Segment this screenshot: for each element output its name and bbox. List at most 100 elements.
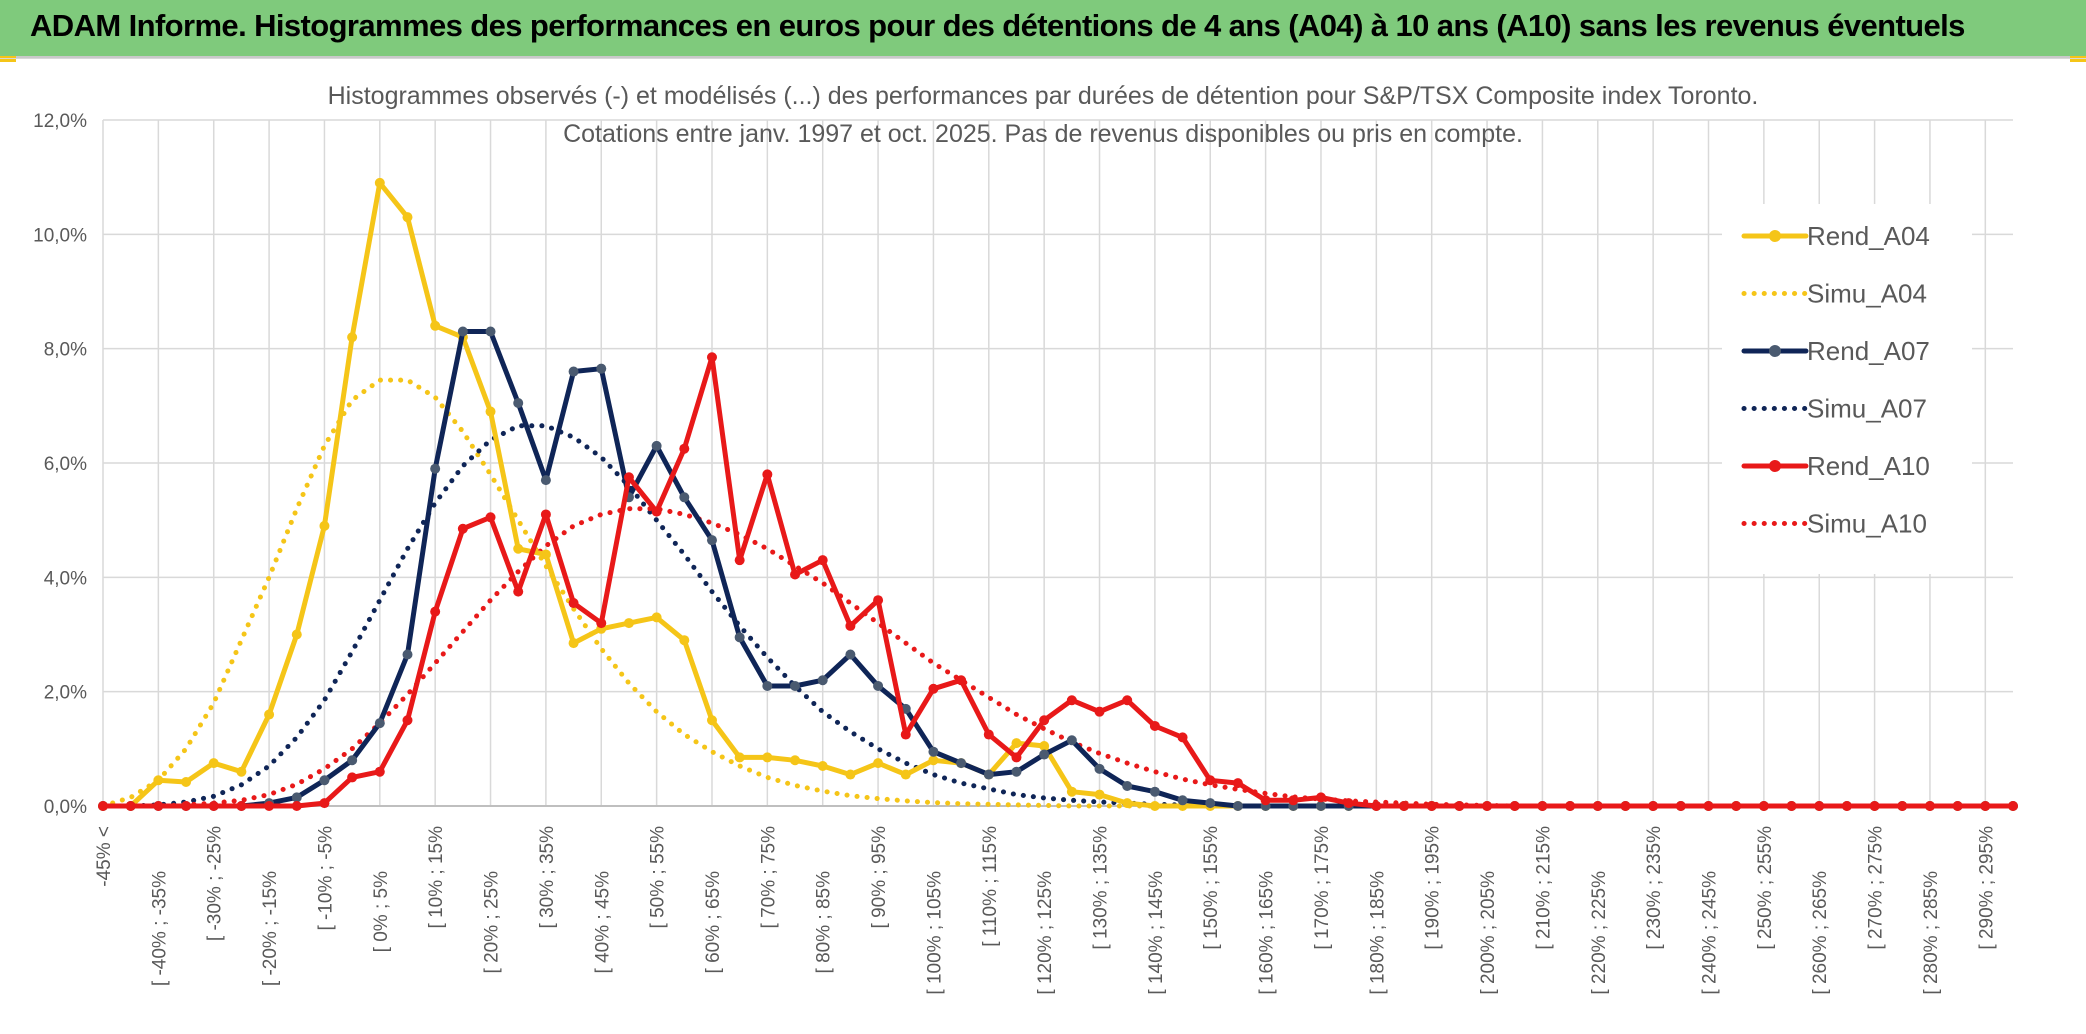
x-tick-label: [ 200% ; 205% (1478, 871, 1499, 995)
data-point-Rend_A10 (706, 352, 717, 363)
data-point-Rend_A10 (374, 766, 385, 777)
x-tick-label: [ 10% ; 15% (426, 826, 447, 929)
y-tick-label: 0,0% (44, 797, 87, 818)
x-tick-label: [ -10% ; -5% (315, 826, 336, 931)
data-point-Rend_A04 (790, 755, 801, 766)
data-point-Rend_A04 (568, 638, 579, 649)
data-point-Rend_A04 (762, 752, 773, 763)
x-tick-label: [ 270% ; 275% (1866, 826, 1887, 950)
y-tick-label: 12,0% (33, 111, 87, 132)
data-point-Rend_A04 (264, 709, 275, 720)
legend-label: Simu_A07 (1807, 394, 1927, 424)
data-point-Rend_A10 (1149, 720, 1160, 731)
data-point-Rend_A10 (1482, 801, 1493, 811)
data-point-Rend_A04 (540, 549, 551, 560)
y-tick-label: 8,0% (44, 340, 87, 361)
x-tick-label: [ 100% ; 105% (924, 871, 945, 995)
data-point-Rend_A10 (1122, 695, 1133, 706)
data-point-Rend_A04 (236, 766, 247, 777)
data-point-Rend_A10 (1592, 801, 1603, 811)
data-point-Rend_A07 (513, 397, 524, 408)
data-point-Rend_A07 (430, 463, 441, 474)
data-point-Rend_A10 (651, 506, 662, 517)
data-point-Rend_A04 (374, 177, 385, 188)
data-point-Rend_A10 (1731, 801, 1742, 811)
data-point-Rend_A04 (623, 618, 634, 629)
x-tick-label: [ 190% ; 195% (1423, 826, 1444, 950)
data-point-Rend_A04 (402, 212, 413, 223)
data-point-Rend_A10 (1011, 752, 1022, 763)
data-point-Rend_A10 (734, 555, 745, 566)
x-tick-label: [ 0% ; 5% (371, 871, 392, 952)
legend-item-Simu_A10: Simu_A10 (1741, 509, 1927, 539)
data-point-Rend_A04 (1094, 789, 1105, 800)
data-point-Rend_A04 (873, 758, 884, 769)
x-tick-label: [ 90% ; 95% (869, 826, 890, 929)
x-tick-label: [ 40% ; 45% (592, 871, 613, 974)
data-point-Rend_A07 (651, 440, 662, 451)
y-tick-label: 2,0% (44, 683, 87, 704)
data-point-Rend_A10 (1758, 801, 1769, 811)
corner-mark-left (0, 56, 16, 62)
x-tick-label: [ 170% ; 175% (1312, 826, 1333, 950)
series-layer (98, 177, 2018, 811)
legend: Rend_A04 Simu_A04 Rend_A07 Simu_A07 Rend_A10… (1722, 204, 1972, 574)
data-point-Rend_A07 (706, 535, 717, 546)
data-point-Rend_A10 (1260, 795, 1271, 806)
x-tick-label: [ 70% ; 75% (758, 826, 779, 929)
data-point-Rend_A10 (1869, 801, 1880, 811)
data-point-Rend_A10 (430, 606, 441, 617)
data-point-Rend_A07 (1039, 749, 1050, 760)
series-line-Rend_A10 (100, 354, 2016, 809)
data-point-Rend_A10 (98, 801, 108, 811)
data-point-Rend_A04 (208, 758, 219, 769)
data-point-Rend_A10 (1039, 715, 1050, 726)
data-point-Rend_A10 (1205, 775, 1216, 786)
data-point-Rend_A10 (1565, 801, 1576, 811)
data-point-Rend_A10 (679, 443, 690, 454)
data-point-Rend_A07 (1094, 763, 1105, 774)
data-point-Rend_A10 (1620, 801, 1631, 811)
x-tick-label: [ -20% ; -15% (260, 871, 281, 986)
data-point-Rend_A04 (513, 543, 524, 554)
x-tick-label: [ 160% ; 165% (1257, 871, 1278, 995)
data-point-Rend_A10 (1066, 695, 1077, 706)
data-point-Rend_A10 (1509, 801, 1520, 811)
x-tick-label: [ 60% ; 65% (703, 871, 724, 974)
data-point-Rend_A07 (596, 363, 607, 374)
x-tick-label: [ 220% ; 225% (1589, 871, 1610, 995)
legend-label: Rend_A04 (1807, 221, 1930, 251)
data-point-Rend_A04 (1122, 798, 1133, 809)
legend-item-Simu_A07: Simu_A07 (1741, 394, 1927, 424)
chart-subtitle: Cotations entre janv. 1997 et oct. 2025.… (563, 120, 1523, 148)
data-point-Rend_A07 (734, 632, 745, 643)
y-tick-label: 4,0% (44, 568, 87, 589)
data-point-Rend_A04 (734, 752, 745, 763)
legend-marker (1769, 345, 1781, 357)
data-point-Rend_A07 (790, 680, 801, 691)
data-point-Rend_A04 (291, 629, 302, 640)
data-point-Rend_A10 (1786, 801, 1797, 811)
data-point-Rend_A10 (956, 675, 967, 686)
data-point-Rend_A10 (153, 801, 164, 811)
x-tick-label: [ 80% ; 85% (814, 871, 835, 974)
data-point-Rend_A04 (1011, 738, 1022, 749)
title-bar: ADAM Informe. Histogrammes des performan… (0, 0, 2086, 58)
x-tick-label: [ 30% ; 35% (537, 826, 558, 929)
corner-mark-right (2070, 56, 2086, 62)
chart-area: 0,0% 2,0% 4,0% 6,0% 8,0% 10,0% 12,0% -45% < [ -4… (0, 58, 2086, 1034)
data-point-Rend_A10 (1814, 801, 1825, 811)
data-point-Rend_A10 (623, 472, 634, 483)
data-point-Rend_A07 (347, 755, 358, 766)
data-point-Rend_A10 (347, 772, 358, 783)
legend-label: Simu_A04 (1807, 279, 1927, 309)
x-tick-label: [ 260% ; 265% (1810, 871, 1831, 995)
data-point-Rend_A10 (1924, 801, 1935, 811)
data-point-Rend_A07 (374, 718, 385, 729)
data-point-Rend_A10 (457, 523, 468, 534)
data-point-Rend_A10 (1454, 801, 1465, 811)
data-point-Rend_A07 (291, 792, 302, 803)
data-point-Rend_A10 (596, 618, 607, 629)
x-tick-label: -45% < (94, 826, 115, 887)
data-point-Rend_A04 (1149, 801, 1160, 811)
